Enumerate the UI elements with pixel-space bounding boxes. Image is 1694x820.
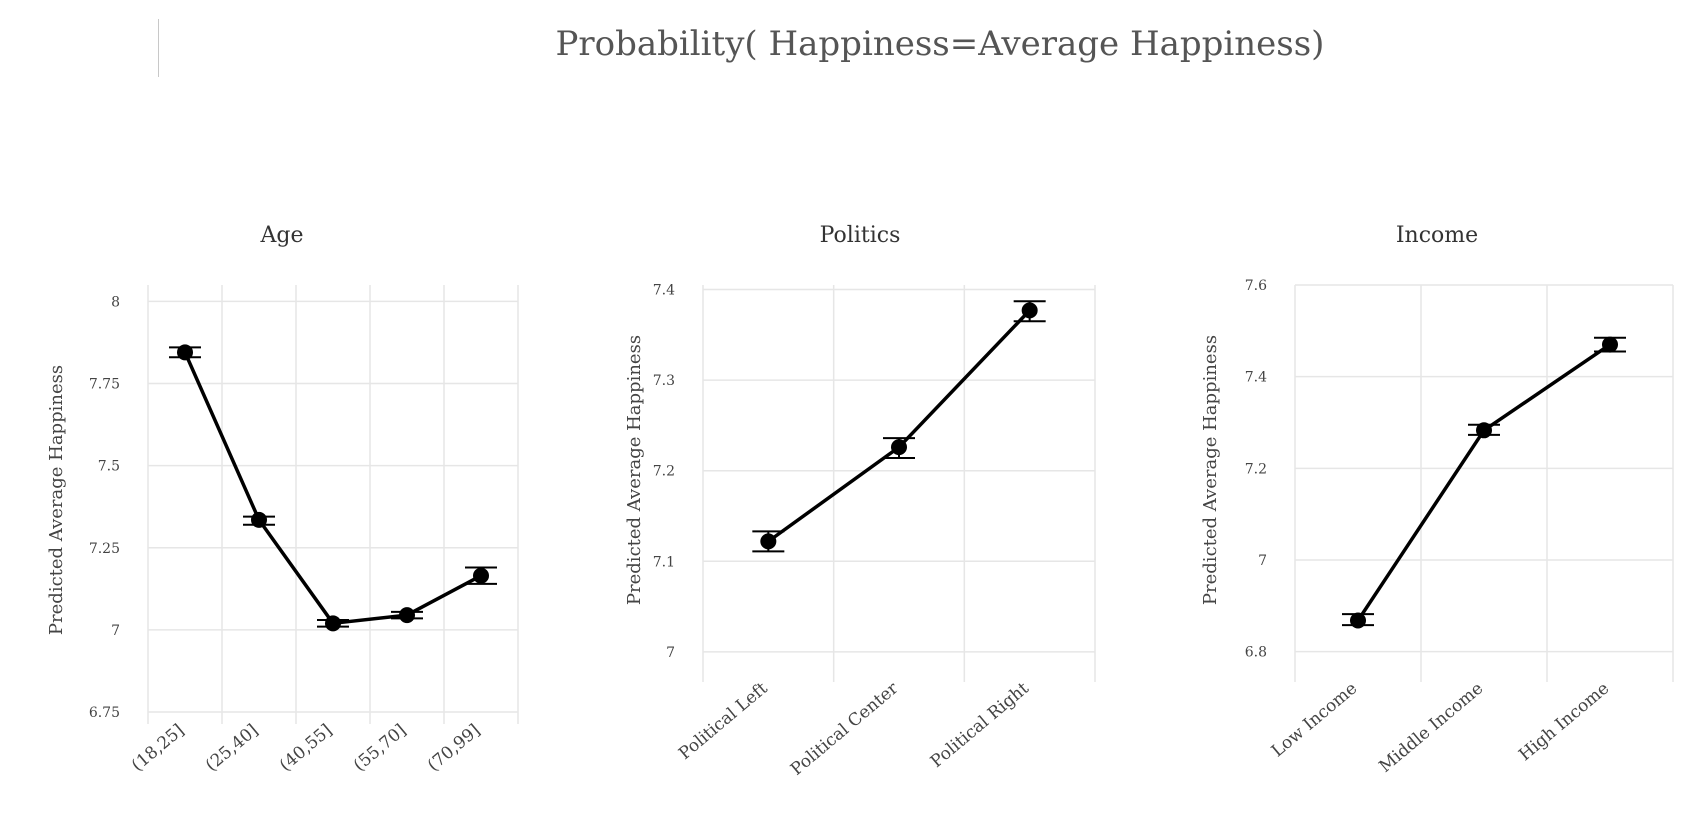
panel-title: Income [1396, 223, 1478, 248]
data-point [251, 511, 267, 528]
y-axis-label: Predicted Average Happiness [46, 365, 67, 635]
y-tick-label: 7.6 [1245, 278, 1267, 294]
y-tick-label: 7.5 [98, 459, 120, 475]
series-line [1356, 343, 1611, 622]
chart-panel-0: Age 6.75 7 7.25 7.5 7.75 8 Predicted Average Ha… [46, 223, 519, 776]
y-axis-label: Predicted Average Happiness [624, 335, 645, 605]
y-tick-label: 7.75 [89, 377, 120, 393]
x-tick-label: (40,55] [276, 721, 336, 776]
x-tick-label: Political Center [787, 678, 903, 780]
data-point [1350, 612, 1366, 629]
data-point [1602, 336, 1618, 353]
y-tick-label: 7.25 [89, 541, 120, 557]
y-tick-label: 6.8 [1245, 645, 1267, 661]
series-line [767, 309, 1031, 543]
y-tick-label: 6.75 [89, 705, 120, 721]
data-point [473, 567, 489, 584]
y-tick-label: 7.4 [1245, 370, 1267, 386]
data-point [1476, 422, 1492, 439]
panel-title: Age [260, 223, 304, 248]
data-point [891, 439, 907, 456]
x-tick-label: Low Income [1268, 679, 1361, 762]
data-point [1021, 302, 1038, 319]
x-tick-label: (18,25] [128, 721, 188, 776]
x-tick-label: High Income [1515, 679, 1613, 766]
y-tick-label: 7.2 [1245, 461, 1267, 477]
y-tick-label: 7.2 [653, 464, 675, 480]
y-tick-label: 8 [111, 294, 120, 310]
chart-panel-2: Income 6.8 7 7.2 7.4 7.6 Predicted Average Hap… [1200, 223, 1674, 777]
figure-title: Probability( Happiness=Average Happiness… [555, 24, 1325, 64]
x-tick-label: (70,99] [424, 721, 484, 776]
data-point [177, 344, 193, 361]
panel-title: Politics [820, 223, 901, 248]
y-tick-label: 7 [666, 645, 675, 661]
divider-line [158, 19, 159, 77]
y-tick-label: 7.1 [653, 554, 675, 570]
x-tick-label: Political Left [675, 678, 772, 764]
y-axis-label: Predicted Average Happiness [1200, 335, 1221, 605]
chart-panel-1: Politics 7 7.1 7.2 7.3 7.4 Predicted Average H… [624, 223, 1096, 780]
data-point [325, 615, 341, 632]
y-tick-label: 7 [1258, 553, 1267, 569]
series-line [183, 351, 482, 626]
x-tick-label: Political Right [927, 678, 1033, 772]
y-tick-label: 7 [111, 623, 120, 639]
data-point [760, 533, 777, 550]
y-tick-label: 7.4 [653, 283, 675, 299]
x-tick-label: (55,70] [350, 721, 410, 776]
x-tick-label: (25,40] [202, 721, 262, 776]
x-tick-label: Middle Income [1375, 679, 1487, 777]
data-point [399, 607, 415, 624]
y-tick-label: 7.3 [653, 373, 675, 389]
